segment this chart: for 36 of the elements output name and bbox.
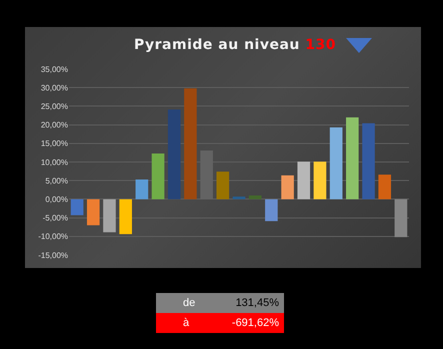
text: -691,62%: [232, 316, 279, 331]
bar: [184, 88, 197, 200]
bar: [362, 123, 375, 200]
y-tick-label: 30,00%: [40, 83, 68, 92]
bar: [103, 199, 116, 232]
bar: [281, 175, 294, 200]
bar: [152, 153, 164, 200]
bar: [232, 196, 246, 200]
y-tick-label: 10,00%: [40, 158, 68, 167]
bar: [297, 162, 310, 200]
text: de: [183, 296, 196, 311]
y-tick-label: -10,00%: [38, 232, 68, 242]
y-tick-label: -5,00%: [42, 214, 68, 223]
text: 131,45%: [236, 296, 279, 311]
chart-title: Pyramide au niveau 130: [134, 37, 336, 53]
y-tick-label: 5,00%: [45, 176, 68, 186]
bar: [330, 127, 342, 200]
text: à: [183, 316, 190, 331]
y-tick-label: 15,00%: [40, 139, 68, 148]
y-tick-label: 0,00%: [45, 195, 68, 204]
bar: [216, 172, 230, 200]
bar: [265, 199, 278, 222]
bar: [136, 179, 148, 200]
bar: [86, 199, 100, 226]
bar: [168, 110, 181, 200]
bar: [394, 199, 408, 238]
y-tick-label: 25,00%: [40, 102, 68, 111]
y-tick-label: -15,00%: [38, 250, 68, 260]
bar: [378, 174, 392, 200]
y-tick-label: 20,00%: [40, 120, 68, 130]
bar: [70, 199, 84, 216]
bar: [346, 117, 359, 200]
bar: [314, 162, 326, 200]
bar: [248, 195, 262, 200]
bar: [119, 199, 132, 234]
y-tick-label: 35,00%: [40, 64, 68, 74]
